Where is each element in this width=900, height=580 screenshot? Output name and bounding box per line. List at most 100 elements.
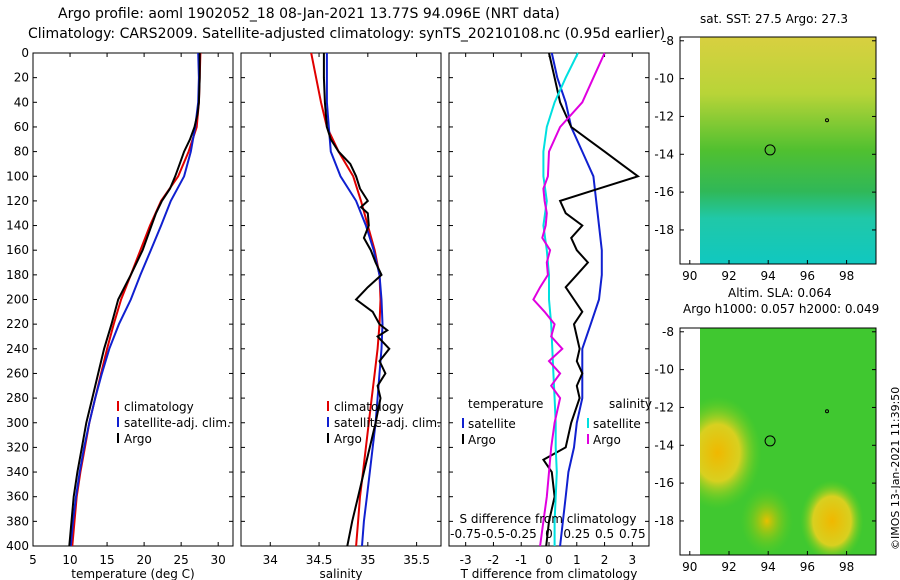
profile-title: Argo profile: aoml 1902052_18 08-Jan-202… [58, 6, 560, 22]
sst-map [700, 37, 876, 264]
difference-xtick-label: 3 [629, 553, 637, 567]
salinity-xtick-label: 34.5 [306, 553, 333, 567]
sst-map-xtick-label: 92 [721, 269, 736, 283]
salinity-xtick-label: 35 [360, 553, 375, 567]
difference-top-tick-label: -0.25 [506, 527, 537, 541]
difference-top-tick-label: -0.5 [482, 527, 505, 541]
sst-profile-location-marker [764, 144, 776, 156]
sla-profile-location-marker [764, 435, 776, 447]
temperature-xtick-label: 15 [99, 553, 114, 567]
sla-map-ytick-label: -14 [654, 438, 674, 452]
difference-series-temperature-satellite [550, 52, 603, 547]
difference-top-tick-label: 0.75 [619, 527, 646, 541]
difference-series-salinity-satellite [542, 52, 579, 546]
difference-xlabel-top: S difference from climatology [460, 512, 637, 526]
sla-map-xtick-label: 96 [800, 560, 815, 574]
temperature-xtick-label: 25 [174, 553, 189, 567]
difference-xtick-label: 2 [601, 553, 609, 567]
sst-map-ytick-label: -16 [654, 185, 674, 199]
depth-tick-label: 20 [14, 71, 29, 85]
difference-series-salinity-argo [532, 52, 606, 547]
temperature-series-argo [68, 53, 201, 547]
depth-tick-label: 60 [14, 120, 29, 134]
difference-xtick-label: -1 [515, 553, 527, 567]
panel-salinity: 34 34.5 35 35.5 salinity climatology satellite… [240, 52, 442, 580]
sla-map-ytick-label: -8 [662, 325, 674, 339]
sst-map-ytick-label: -8 [662, 34, 674, 48]
legend-salinity-title: salinity [609, 397, 652, 411]
difference-top-tick-label: 0.5 [595, 527, 614, 541]
sla-secondary-marker [825, 409, 829, 414]
sla-map-xtick-label: 94 [761, 560, 776, 574]
sst-map-xtick-label: 94 [761, 269, 776, 283]
legend-salinity-label: Argo [593, 433, 621, 447]
depth-tick-label: 240 [6, 342, 29, 356]
panel-difference: -3 -2 -1 0 1 2 3T difference from climatology t… [448, 52, 652, 580]
difference-xtick-label: 1 [573, 553, 581, 567]
depth-tick-label: 380 [6, 514, 29, 528]
map2-title-line1: Altim. SLA: 0.064 [728, 286, 832, 300]
depth-tick-label: 360 [6, 490, 29, 504]
temperature-xtick-label: 5 [29, 553, 37, 567]
sla-map [700, 328, 876, 555]
difference-xlabel: T difference from climatology [460, 567, 638, 580]
temperature-legend-label: Argo [124, 432, 152, 446]
temperature-xlabel: temperature (deg C) [71, 567, 194, 580]
sst-map-axes: 90 92 94 96 98 -8 -10 -12 -14 -16 -18 [654, 34, 877, 283]
depth-tick-label: 220 [6, 317, 29, 331]
temperature-xtick-label: 20 [136, 553, 151, 567]
depth-tick-label: 180 [6, 268, 29, 282]
depth-tick-label: 100 [6, 169, 29, 183]
temperature-xtick-label: 10 [62, 553, 77, 567]
depth-tick-label: 260 [6, 366, 29, 380]
sst-map-xtick-label: 90 [682, 269, 697, 283]
depth-tick-label: 40 [14, 95, 29, 109]
sst-map-ytick-label: -12 [654, 109, 674, 123]
map2-title-line2: Argo h1000: 0.057 h2000: 0.049 [683, 302, 880, 316]
depth-tick-label: 320 [6, 440, 29, 454]
sst-field [700, 37, 876, 264]
salinity-xtick-label: 34 [263, 553, 278, 567]
depth-tick-label: 0 [21, 46, 29, 60]
sst-map-frame [679, 36, 877, 265]
legend-temperature-label: Argo [468, 433, 496, 447]
difference-top-tick-label: -0.75 [450, 527, 481, 541]
depth-tick-label: 160 [6, 243, 29, 257]
sst-secondary-marker [825, 118, 829, 123]
temperature-xtick-label: 30 [211, 553, 226, 567]
sst-map-xtick-label: 96 [800, 269, 815, 283]
difference-top-tick-label: 0 [545, 527, 553, 541]
legend-salinity-label: satellite [593, 417, 641, 431]
sla-map-frame [679, 327, 877, 556]
sla-map-ytick-label: -16 [654, 476, 674, 490]
temperature-axes-frame [32, 52, 234, 547]
sst-map-ytick-label: -18 [654, 223, 674, 237]
salinity-legend-label: satellite-adj. clim. [334, 416, 441, 430]
salinity-legend-label: climatology [334, 400, 404, 414]
depth-tick-label: 120 [6, 194, 29, 208]
legend-temperature-label: satellite [468, 417, 516, 431]
climatology-title: Climatology: CARS2009. Satellite-adjuste… [28, 26, 666, 42]
depth-tick-label: 200 [6, 293, 29, 307]
sla-map-ytick-label: -18 [654, 514, 674, 528]
sla-map-axes: 90 92 94 96 98 -8 -10 -12 -14 -16 -18 [654, 325, 877, 574]
difference-top-tick-label: 0.25 [563, 527, 590, 541]
map1-title: sat. SST: 27.5 Argo: 27.3 [700, 12, 849, 26]
salinity-xlabel: salinity [319, 567, 362, 580]
difference-series-temperature-argo [541, 52, 641, 547]
depth-tick-label: 80 [14, 145, 29, 159]
sst-map-ytick-label: -10 [654, 72, 674, 86]
sst-map-ytick-label: -14 [654, 147, 674, 161]
sla-map-xtick-label: 90 [682, 560, 697, 574]
temperature-series-satellite-adj-clim- [69, 52, 200, 547]
difference-xtick-label: 0 [545, 553, 553, 567]
depth-tick-label: 140 [6, 219, 29, 233]
salinity-legend-label: Argo [334, 432, 362, 446]
panel-temperature: 0 20 40 60 80 100 120 140 160 180 200 220 240 260 280 3… [6, 46, 234, 580]
sla-map-xtick-label: 92 [721, 560, 736, 574]
legend-temperature-title: temperature [468, 397, 543, 411]
depth-tick-label: 280 [6, 391, 29, 405]
sst-map-xtick-label: 98 [839, 269, 854, 283]
temperature-legend-label: satellite-adj. clim. [124, 416, 231, 430]
